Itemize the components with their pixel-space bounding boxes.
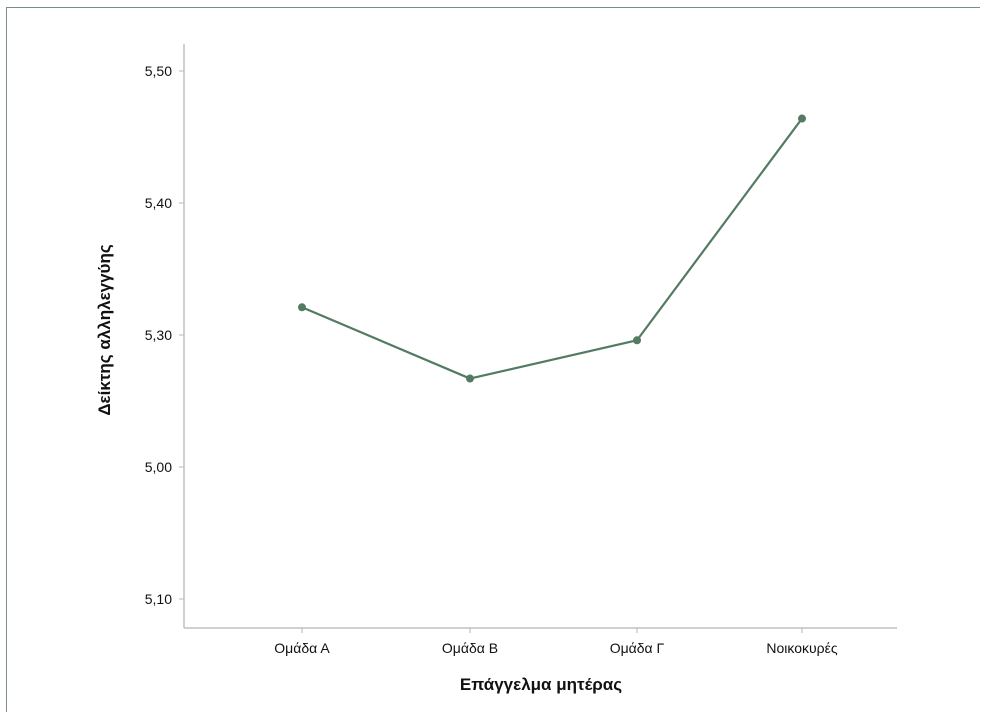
tick-labels: 5,50 5,40 5,30 5,00 5,10 Ομάδα Α Ομάδα Β Ομάδα … [145,63,838,656]
axes [179,44,897,633]
y-axis-title: Δείκτης αλληλεγγύης [95,244,114,415]
data-point [298,303,306,312]
data-point [798,114,806,123]
x-tick-label: Ομάδα Γ [610,640,665,656]
y-tick-label: 5,30 [145,327,172,343]
x-axis-title: Επάγγελμα μητέρας [460,675,622,694]
y-tick-label: 5,00 [145,459,172,475]
x-tick-label: Νοικοκυρές [766,640,837,656]
y-tick-label: 5,50 [145,63,172,79]
x-tick-label: Ομάδα Β [442,640,498,656]
chart-frame [6,7,980,712]
series-line [301,117,803,380]
x-tick-label: Ομάδα Α [274,640,330,656]
series-group [298,114,806,383]
data-point [466,374,474,383]
y-tick-label: 5,10 [145,591,172,607]
y-tick-label: 5,40 [145,195,172,211]
data-point [633,336,641,345]
